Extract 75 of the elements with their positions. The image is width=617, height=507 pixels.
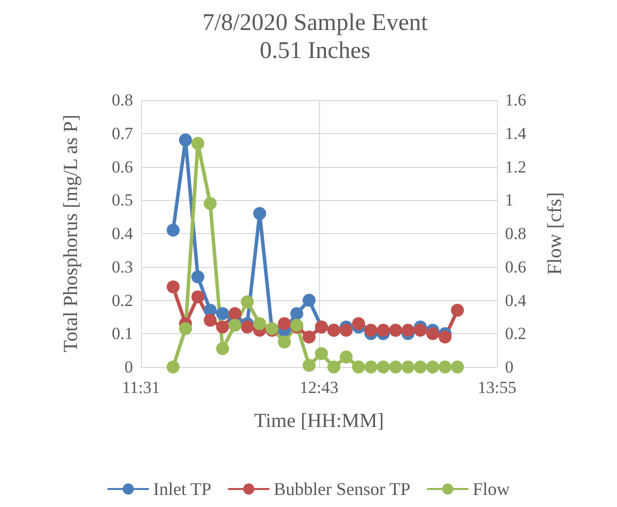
- point: [327, 360, 340, 374]
- point: [253, 206, 266, 220]
- y-tick-label: 0.6: [112, 157, 133, 176]
- point: [191, 290, 204, 304]
- point: [376, 360, 390, 374]
- legend-label: Bubbler Sensor TP: [274, 479, 410, 499]
- point: [166, 280, 180, 294]
- point: [438, 330, 452, 344]
- y2-axis-title: Flow [cfs]: [544, 192, 566, 275]
- y2-tick-label: 0.4: [505, 290, 527, 310]
- point: [228, 318, 242, 332]
- chart-subtitle: 0.51 Inches: [260, 38, 370, 64]
- point: [364, 360, 378, 374]
- point: [402, 324, 414, 337]
- point: [364, 324, 378, 337]
- point: [278, 317, 291, 330]
- y-tick-label: 0.4: [112, 224, 134, 243]
- y2-tick-label: 1.4: [505, 124, 527, 143]
- y-tick-label: 0: [124, 358, 133, 376]
- x-tick-label: 11:31: [122, 378, 160, 397]
- legend-label: Flow: [472, 479, 510, 499]
- point: [204, 196, 217, 210]
- point: [302, 330, 316, 344]
- point: [216, 320, 230, 334]
- point: [216, 307, 230, 320]
- legend-label: Inlet TP: [153, 479, 212, 499]
- point: [278, 335, 291, 348]
- y-tick-label: 0.8: [112, 90, 133, 110]
- point: [340, 350, 353, 364]
- point: [290, 307, 304, 320]
- point: [314, 347, 328, 360]
- point: [166, 224, 180, 237]
- y2-tick-label: 0: [505, 358, 514, 376]
- y2-tick-label: 1: [505, 190, 514, 210]
- y2-tick-label: 1.6: [505, 90, 526, 110]
- y2-tick-label: 0.8: [505, 224, 526, 243]
- point: [414, 360, 427, 374]
- y-tick-label: 0.5: [112, 190, 133, 210]
- point: [426, 360, 440, 374]
- y2-tick-label: 0.6: [505, 257, 526, 276]
- point: [179, 322, 192, 336]
- point: [302, 358, 316, 372]
- y-tick-label: 0.1: [112, 324, 133, 344]
- point: [438, 360, 452, 374]
- point: [450, 304, 464, 317]
- point: [253, 317, 266, 330]
- x-tick-label: 12:43: [300, 378, 338, 397]
- point: [240, 320, 254, 334]
- x-tick-label: 13:55: [478, 378, 516, 397]
- point: [402, 360, 414, 374]
- y2-tick-label: 0.2: [505, 324, 526, 344]
- y-tick-label: 0.7: [112, 124, 134, 143]
- point: [352, 317, 366, 330]
- point: [302, 294, 316, 307]
- point: [216, 342, 230, 356]
- point: [414, 324, 427, 337]
- point: [228, 307, 242, 320]
- y-axis-title: Total Phosphorus [mg/L as P]: [60, 114, 82, 352]
- y2-tick-label: 1.2: [505, 157, 526, 176]
- point: [204, 314, 217, 327]
- point: [352, 360, 366, 374]
- point: [389, 360, 402, 374]
- y-tick-label: 0.3: [112, 257, 133, 276]
- point: [426, 327, 440, 340]
- chart-title: 7/8/2020 Sample Event: [202, 10, 428, 36]
- x-axis-title: Time [HH:MM]: [254, 410, 384, 432]
- point: [376, 324, 390, 337]
- point: [191, 136, 204, 150]
- point: [179, 134, 192, 147]
- point: [340, 324, 353, 337]
- point: [240, 295, 254, 308]
- point: [166, 360, 180, 374]
- y-tick-label: 0.2: [112, 290, 133, 310]
- point: [191, 270, 204, 284]
- point: [450, 360, 464, 374]
